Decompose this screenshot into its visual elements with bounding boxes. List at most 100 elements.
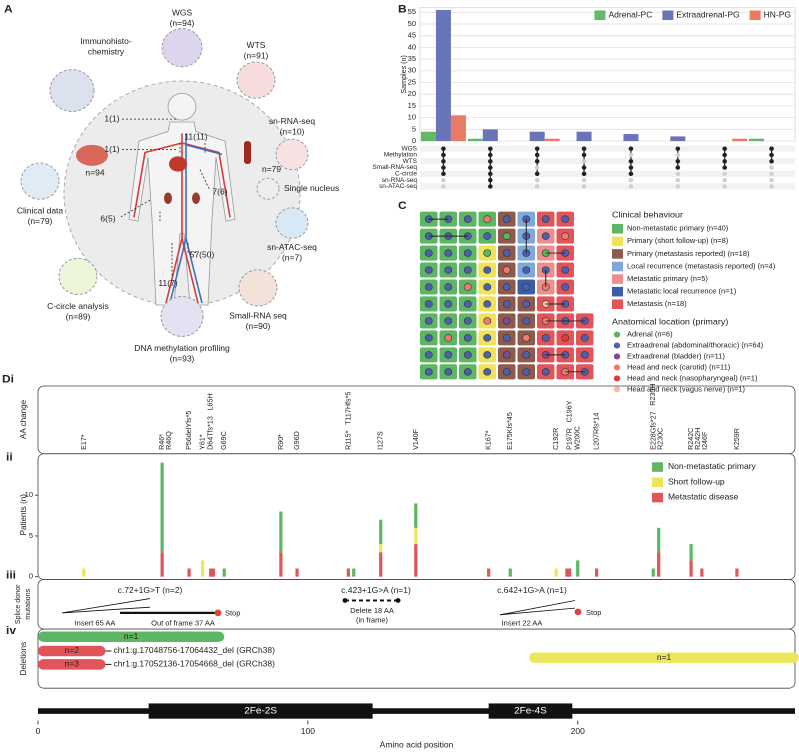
location-dot bbox=[444, 283, 453, 291]
location-dot bbox=[483, 249, 492, 257]
deletion-bar bbox=[38, 645, 106, 657]
matrix-dot bbox=[722, 152, 727, 158]
bar bbox=[735, 568, 739, 577]
aa-change-label: E175Kfs*45 bbox=[505, 412, 514, 450]
bar bbox=[482, 129, 498, 142]
aa-change-label: R242C bbox=[686, 428, 695, 450]
aa-change-label: C196Y bbox=[564, 400, 573, 422]
location-dot bbox=[522, 368, 531, 376]
matrix-row bbox=[420, 177, 795, 184]
legend-swatch bbox=[662, 10, 674, 21]
aa-change-label: P56delYfs*5 bbox=[184, 411, 193, 450]
matrix-dot bbox=[441, 159, 446, 164]
location-dot bbox=[561, 283, 570, 291]
location-dot bbox=[502, 232, 511, 240]
bar bbox=[279, 552, 283, 577]
matrix-dot bbox=[769, 159, 774, 164]
y-tick-label: 0 bbox=[412, 136, 416, 145]
y-tick-label: 10 bbox=[25, 490, 33, 499]
location-dot bbox=[483, 317, 492, 325]
track-label: mutations bbox=[23, 589, 32, 620]
location-dot bbox=[463, 266, 472, 274]
assay-label: chemistry bbox=[88, 47, 125, 57]
matrix-dot bbox=[769, 177, 774, 183]
matrix-dot bbox=[581, 159, 587, 164]
matrix-dot bbox=[675, 165, 681, 170]
deletion-count: n=1 bbox=[657, 652, 672, 662]
panel-label: A bbox=[4, 3, 13, 16]
aa-change-label: E17* bbox=[79, 434, 88, 450]
legend-swatch bbox=[652, 462, 663, 472]
bar bbox=[209, 568, 213, 577]
y-axis-label: Patients (n) bbox=[18, 494, 28, 536]
matrix-dot bbox=[675, 171, 681, 177]
assay-count: (n=93) bbox=[170, 354, 195, 364]
aa-change-label: C192R bbox=[551, 428, 560, 450]
matrix-dot bbox=[441, 146, 446, 151]
aa-change-label: R46Q bbox=[164, 431, 173, 450]
matrix-dot bbox=[675, 177, 681, 183]
matrix-dot bbox=[628, 184, 634, 189]
location-dot bbox=[424, 351, 433, 359]
aa-change-label: R242H bbox=[693, 428, 702, 450]
x-tick-label: 200 bbox=[571, 726, 586, 736]
bar bbox=[201, 560, 205, 577]
bar bbox=[508, 568, 512, 577]
location-dot bbox=[522, 266, 531, 274]
bar bbox=[568, 568, 572, 577]
leaders bbox=[119, 118, 211, 277]
bar bbox=[346, 568, 350, 577]
location-dot bbox=[522, 351, 531, 359]
bar bbox=[279, 511, 283, 553]
plot-area bbox=[419, 7, 796, 142]
y-tick-label: 50 bbox=[408, 19, 416, 28]
location-dot bbox=[424, 300, 433, 308]
splice-note: Stop bbox=[225, 609, 240, 618]
matrix-dot bbox=[581, 177, 587, 183]
bar bbox=[467, 138, 483, 142]
aa-change-label: P197R bbox=[564, 428, 573, 450]
location-dot bbox=[502, 317, 511, 325]
y-tick-label: 30 bbox=[408, 66, 416, 75]
location-dot bbox=[463, 317, 472, 325]
matrix-dot bbox=[441, 184, 446, 189]
assay-label: C-circle analysis bbox=[47, 301, 109, 311]
matrix-dot bbox=[534, 159, 540, 164]
location-dot bbox=[561, 334, 570, 342]
bar bbox=[82, 568, 86, 577]
location-dot bbox=[502, 368, 511, 376]
location-dot bbox=[424, 334, 433, 342]
assay-icon bbox=[49, 69, 95, 112]
site-count: 7(6) bbox=[212, 187, 227, 197]
location-dot bbox=[424, 317, 433, 325]
aa-change-label: R90* bbox=[276, 434, 285, 450]
bar bbox=[160, 552, 164, 577]
legend-swatch bbox=[612, 223, 623, 234]
bar bbox=[689, 560, 693, 577]
legend-label: Extraadrenal (abdominal/thoracic) (n=64) bbox=[627, 341, 763, 350]
matrix-dot bbox=[769, 165, 774, 170]
panel-label: iv bbox=[6, 624, 16, 637]
aa-change-label: I127S bbox=[376, 431, 385, 450]
set-label: C-circle bbox=[395, 171, 417, 178]
location-dot bbox=[444, 317, 453, 325]
matrix-dot bbox=[722, 159, 727, 164]
sample-count: n=79 bbox=[262, 164, 282, 174]
location-dot bbox=[561, 232, 570, 240]
assay-icon bbox=[161, 28, 203, 68]
matrix-dot bbox=[581, 171, 587, 177]
legend-label: Metastatic disease bbox=[668, 492, 739, 502]
legend-label: Primary (metastasis reported) (n=18) bbox=[627, 249, 750, 258]
splice-note: (in frame) bbox=[356, 616, 388, 625]
legend-dot bbox=[613, 386, 621, 393]
assay-count: (n=79) bbox=[28, 216, 53, 226]
panel-label: iii bbox=[6, 569, 16, 582]
matrix-dot bbox=[581, 184, 587, 189]
bar bbox=[529, 131, 545, 142]
deletion-count: n=2 bbox=[65, 645, 80, 655]
matrix-dot bbox=[488, 146, 493, 151]
location-dot bbox=[522, 317, 531, 325]
location-dot bbox=[502, 283, 511, 291]
legend-dot bbox=[613, 364, 621, 371]
